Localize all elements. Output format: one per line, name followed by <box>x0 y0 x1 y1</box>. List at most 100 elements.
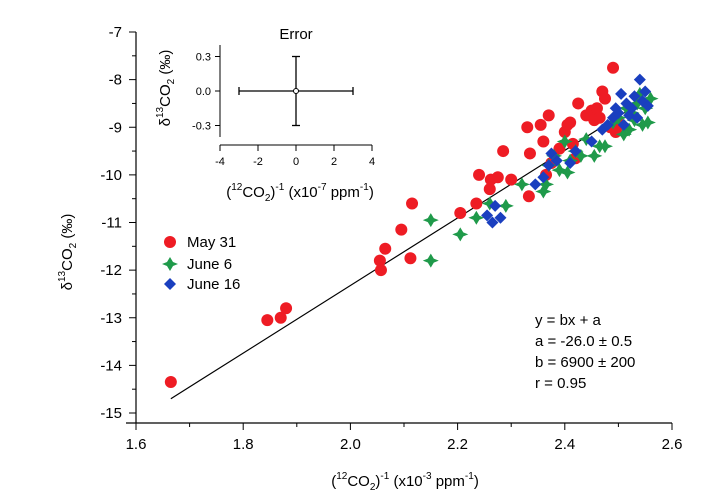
point-star <box>578 132 595 147</box>
legend-item-may-31: May 31 <box>164 234 236 251</box>
inset-title: Error <box>279 26 312 43</box>
x-tick-label: 1.6 <box>126 436 147 453</box>
y-axis-ticks: -15 -14 -13 -12 -11 -10 -9 -8 -7 <box>100 24 136 422</box>
x-axis-title: (12CO2)-1 (x10-3 ppm-1) <box>331 471 479 493</box>
point-diamond <box>489 199 502 212</box>
legend-marker-diamond <box>164 278 176 290</box>
annotation-equation: y = bx + a <box>535 312 602 329</box>
point-diamond <box>601 118 614 131</box>
point-circle <box>599 92 611 105</box>
error-center-point <box>293 88 299 94</box>
point-circle <box>590 102 603 115</box>
point-diamond <box>564 156 577 169</box>
x-axis-ticks: 1.6 1.8 2.0 2.2 2.4 2.6 <box>126 423 683 453</box>
point-star <box>634 117 651 132</box>
y-tick-label: -9 <box>109 119 122 136</box>
point-circle <box>406 197 419 210</box>
point-diamond <box>639 85 652 98</box>
y-tick-label: -11 <box>101 215 122 232</box>
point-circle <box>572 97 585 110</box>
x-tick-label: 2.6 <box>662 436 683 453</box>
point-star <box>629 96 646 111</box>
point-diamond <box>596 123 609 136</box>
point-diamond <box>641 99 654 112</box>
point-circle <box>521 121 534 134</box>
point-diamond <box>486 216 499 229</box>
fit-annotation: y = bx + a a = -26.0 ± 0.5 b = 6900 ± 20… <box>535 312 635 392</box>
point-circle <box>483 183 496 196</box>
point-star <box>452 227 469 242</box>
point-star <box>538 177 555 192</box>
point-diamond <box>550 154 563 167</box>
inset-x-tick-label: 4 <box>369 156 375 168</box>
point-diamond <box>542 159 555 172</box>
y-axis-title: δ13CO2 (‰) <box>57 214 79 291</box>
point-star <box>642 91 659 106</box>
point-star <box>513 177 530 192</box>
annotation-a: a = -26.0 ± 0.5 <box>535 333 632 350</box>
legend-marker-star <box>162 257 178 271</box>
point-circle <box>374 264 387 277</box>
point-diamond <box>612 106 625 119</box>
point-circle <box>607 61 620 74</box>
point-diamond <box>625 102 638 115</box>
point-diamond <box>615 87 628 100</box>
point-circle <box>261 314 274 327</box>
legend: May 31 June 6 June 16 <box>162 234 240 293</box>
inset-x-tick-label: 2 <box>331 156 337 168</box>
point-star <box>556 134 573 149</box>
point-diamond <box>569 145 582 158</box>
point-circle <box>470 197 483 210</box>
inset-x-tick-label: 0 <box>293 156 299 168</box>
point-circle <box>542 109 555 122</box>
legend-item-june-16: June 16 <box>164 276 240 293</box>
point-diamond <box>628 90 641 103</box>
point-star <box>422 213 439 228</box>
point-star <box>639 115 656 130</box>
point-diamond <box>494 211 507 224</box>
legend-label: June 16 <box>187 276 240 293</box>
inset-y-tick-label: -0.3 <box>192 121 211 133</box>
point-circle <box>523 147 536 160</box>
point-circle <box>404 252 417 265</box>
point-circle <box>553 142 566 155</box>
point-circle <box>564 116 577 129</box>
inset-error-chart: Error -4 -2 0 2 4 -0.3 0.0 0.3 (12CO2)-1 (x10-… <box>155 26 375 204</box>
point-star <box>481 196 498 211</box>
data-points <box>164 61 659 389</box>
point-star <box>572 148 589 163</box>
point-star <box>586 148 603 163</box>
point-circle <box>491 171 504 184</box>
point-circle <box>379 242 392 255</box>
point-circle <box>280 302 293 315</box>
point-diamond <box>545 147 558 160</box>
point-circle <box>274 311 287 324</box>
x-tick-label: 2.2 <box>447 436 468 453</box>
point-circle <box>395 223 408 236</box>
point-diamond <box>633 73 646 86</box>
point-circle <box>505 173 518 186</box>
x-tick-label: 1.8 <box>233 436 254 453</box>
point-circle <box>473 168 486 181</box>
point-star <box>497 198 514 213</box>
y-tick-label: -10 <box>100 167 122 184</box>
x-tick-label: 2.4 <box>554 436 575 453</box>
inset-x-ticks: -4 -2 0 2 4 <box>215 145 375 168</box>
y-tick-label: -8 <box>109 72 122 89</box>
legend-marker-circle <box>164 236 176 248</box>
point-diamond <box>631 111 644 124</box>
main-axes <box>126 32 672 424</box>
y-tick-label: -14 <box>100 357 122 374</box>
point-star <box>621 122 638 137</box>
point-circle <box>537 135 550 148</box>
inset-y-ticks: -0.3 0.0 0.3 <box>192 52 220 133</box>
y-tick-label: -7 <box>109 24 122 41</box>
point-star <box>597 139 613 154</box>
point-star <box>535 184 552 199</box>
point-circle <box>164 376 177 389</box>
point-circle <box>454 206 467 219</box>
legend-item-june-6: June 6 <box>162 256 232 273</box>
y-tick-label: -12 <box>100 262 122 279</box>
x-tick-label: 2.0 <box>340 436 361 453</box>
point-circle <box>373 254 386 267</box>
